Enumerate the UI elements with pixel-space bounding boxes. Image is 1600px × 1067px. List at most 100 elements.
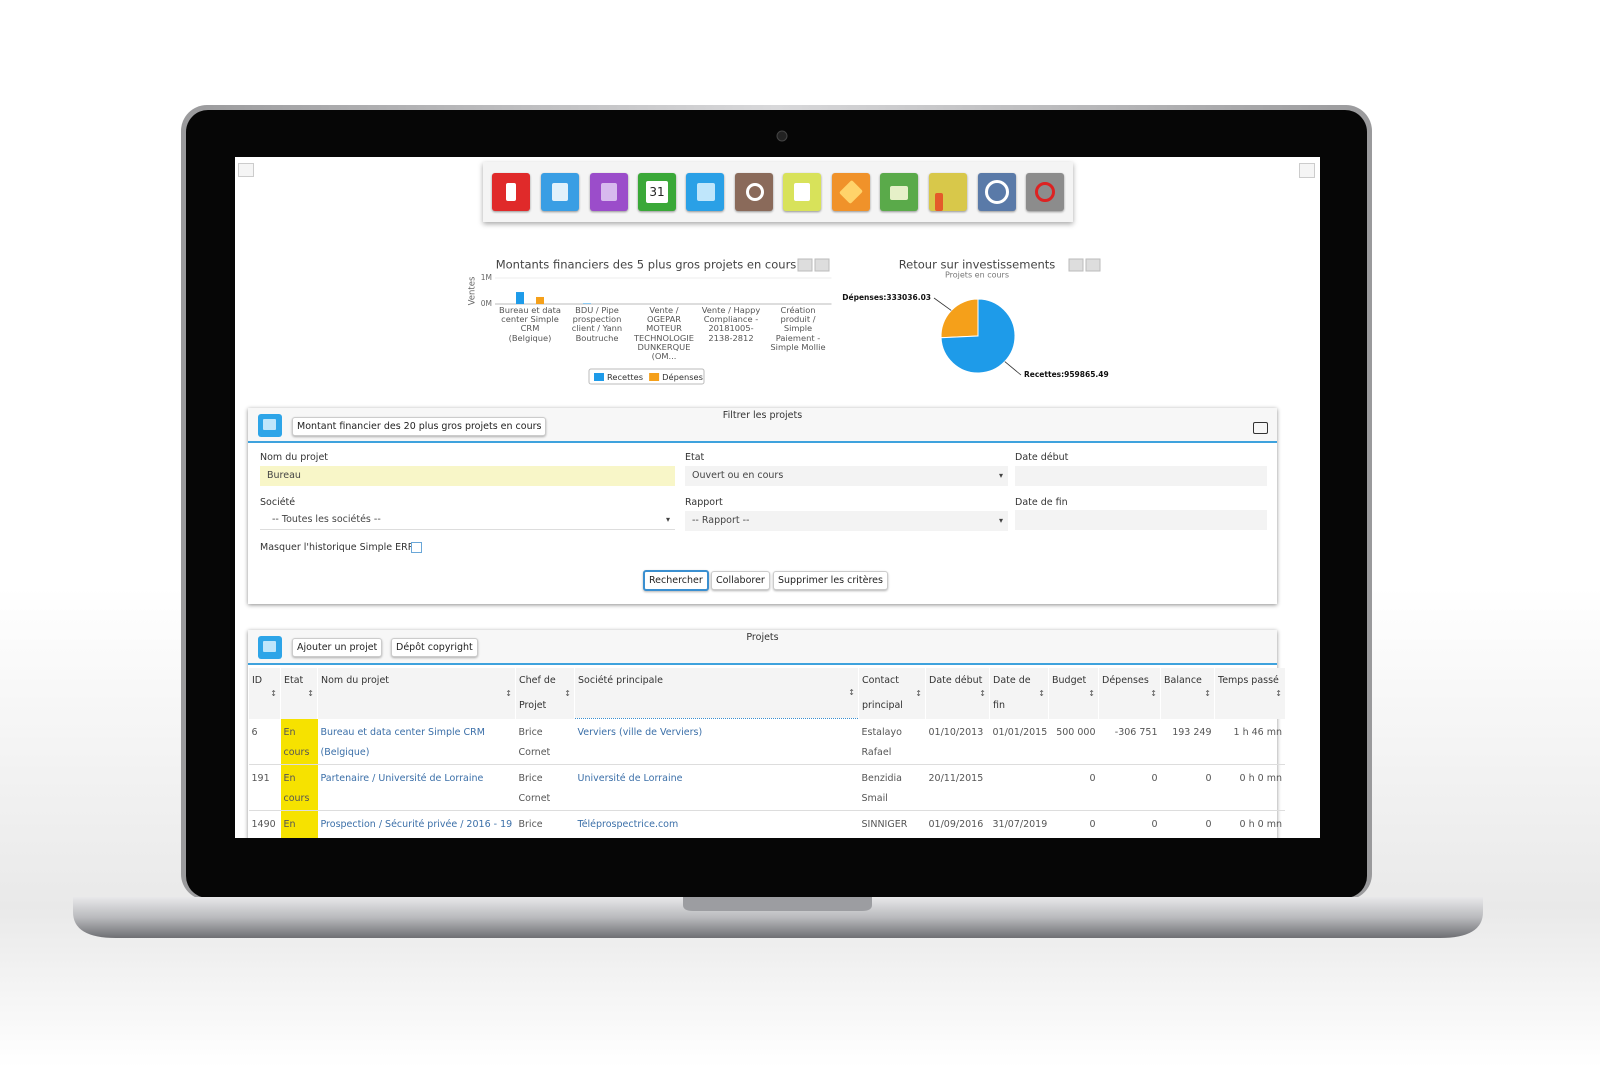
table-cell: 01/10/2013 <box>925 718 990 765</box>
calendar-day: 31 <box>646 181 668 203</box>
table-cell: Brice <box>515 810 575 838</box>
table-cell: En cours <box>280 764 318 811</box>
pie-slice <box>940 298 1016 374</box>
checkbox[interactable] <box>411 542 422 553</box>
table-cell[interactable]: Université de Lorraine <box>574 764 859 811</box>
table-body: 6 En cours Bureau et data center Simple CR… <box>248 718 1285 838</box>
report-button[interactable]: Montant financier des 20 plus gros proje… <box>292 417 547 436</box>
field-label: Date de fin <box>1015 497 1068 508</box>
table-cell: Brice Cornet <box>515 718 575 765</box>
x-tick-label: Création produit / Simple Paiement - Sim… <box>770 305 826 352</box>
field-input[interactable]: Bureau <box>260 466 675 486</box>
table-cell: 0 <box>1160 764 1215 811</box>
camera <box>776 130 788 142</box>
app-icon[interactable] <box>880 173 918 211</box>
y-axis-label: Ventes <box>468 276 478 305</box>
table-cell: 0 <box>1098 810 1161 838</box>
tv-icon[interactable] <box>1253 422 1268 434</box>
app-icon[interactable] <box>832 173 870 211</box>
field-label: Etat <box>685 452 705 463</box>
table-cell: 01/01/2015 <box>989 718 1049 765</box>
field-value: -- Toutes les sociétés -- <box>272 514 381 525</box>
panel-icon[interactable] <box>258 636 282 659</box>
corner-icon[interactable] <box>238 163 254 177</box>
panel-title: Filtrer les projets <box>722 410 803 421</box>
toolbar: 31 <box>483 162 1073 222</box>
column-header[interactable]: Temps passé <box>1214 668 1285 719</box>
pie-slice <box>940 298 979 339</box>
screen: 31 Montants financiers des 5 plus gros p… <box>235 157 1320 838</box>
bar <box>516 292 524 304</box>
field-value: Ouvert ou en cours <box>692 470 784 481</box>
panel-title: Projets <box>746 632 779 643</box>
x-tick-label: Vente / OGEPAR MOTEUR TECHNOLOGIE DUNKER… <box>633 305 695 362</box>
table-row: 1490 En Prospection / Sécurité privée / 20… <box>248 810 1285 838</box>
field-label: Rapport <box>685 497 723 508</box>
app-icon[interactable] <box>929 173 967 211</box>
checkbox-label: Masquer l'historique Simple ERP <box>260 542 414 553</box>
column-header[interactable]: Nom du projet <box>317 668 516 719</box>
app-icon[interactable] <box>541 173 579 211</box>
field-label: Société <box>260 497 296 508</box>
print-icon[interactable] <box>797 258 813 272</box>
app-icon[interactable] <box>590 173 628 211</box>
add-project-button[interactable]: Ajouter un projet <box>292 638 383 657</box>
search-glyph <box>746 183 764 201</box>
column-header[interactable]: Budget <box>1048 668 1099 719</box>
print-icon[interactable] <box>1068 258 1084 272</box>
app-icon[interactable] <box>783 173 821 211</box>
field-input[interactable]: -- Rapport -- <box>685 511 1008 531</box>
app-icon[interactable] <box>686 173 724 211</box>
column-header[interactable]: Contact principal <box>858 668 926 719</box>
table-cell: Benzidia Smail <box>858 764 926 811</box>
table-cell: 01/09/2016 <box>925 810 990 838</box>
app-icon[interactable] <box>1026 173 1064 211</box>
field-input[interactable]: -- Toutes les sociétés -- <box>260 510 675 530</box>
filter-button[interactable]: Supprimer les critères <box>773 571 888 590</box>
table-cell: En cours <box>280 718 318 765</box>
table-cell: 191 <box>248 764 281 811</box>
field-value: -- Rapport -- <box>692 515 750 526</box>
copyright-button[interactable]: Dépôt copyright <box>391 638 478 657</box>
field-input[interactable] <box>1015 466 1267 486</box>
app-icon[interactable] <box>978 173 1016 211</box>
column-header[interactable]: Date début <box>925 668 990 719</box>
column-header[interactable]: Balance <box>1160 668 1215 719</box>
column-header[interactable]: Chef de Projet <box>515 668 575 719</box>
table-cell: -306 751 <box>1098 718 1161 765</box>
column-header[interactable]: Date de fin <box>989 668 1049 719</box>
screen-content: 31 Montants financiers des 5 plus gros p… <box>235 157 1320 838</box>
table-cell: 20/11/2015 <box>925 764 990 811</box>
column-header[interactable]: Dépenses <box>1098 668 1161 719</box>
app-icon[interactable] <box>492 173 530 211</box>
table-cell[interactable]: Partenaire / Université de Lorraine <box>317 764 516 811</box>
table-cell[interactable]: Prospection / Sécurité privée / 2016 - 1… <box>317 810 516 838</box>
field-input[interactable] <box>1015 510 1267 530</box>
column-header[interactable]: Société principale <box>574 668 859 719</box>
filter-button[interactable]: Collaborer <box>711 571 770 590</box>
x-tick-label: BDU / Pipe prospection client / Yann Bou… <box>571 305 623 343</box>
table-cell[interactable]: Téléprospectrice.com <box>574 810 859 838</box>
table-cell: 1490 <box>248 810 281 838</box>
legend-swatch <box>594 373 604 381</box>
filter-button[interactable]: Rechercher <box>643 570 709 591</box>
app-icon[interactable] <box>735 173 773 211</box>
corner-icon[interactable] <box>1299 163 1315 178</box>
app-icon[interactable]: 31 <box>638 173 676 211</box>
x-tick-label: Bureau et data center Simple CRM (Belgiq… <box>499 305 561 343</box>
table-cell[interactable]: Bureau et data center Simple CRM (Belgiq… <box>317 718 516 765</box>
column-header[interactable]: ID <box>248 668 281 719</box>
column-header[interactable]: Etat <box>280 668 318 719</box>
field-input[interactable]: Ouvert ou en cours <box>685 466 1008 486</box>
table-cell: 0 <box>1048 810 1099 838</box>
table-cell[interactable]: Verviers (ville de Verviers) <box>574 718 859 765</box>
table-cell: En <box>280 810 318 838</box>
download-icon[interactable] <box>814 258 830 272</box>
table-cell: 0 <box>1048 764 1099 811</box>
projects-table: IDEtatNom du projetChef de ProjetSociété… <box>248 668 1285 838</box>
download-icon[interactable] <box>1085 258 1101 272</box>
table-cell: 0 <box>1160 810 1215 838</box>
panel-icon[interactable] <box>258 414 282 437</box>
